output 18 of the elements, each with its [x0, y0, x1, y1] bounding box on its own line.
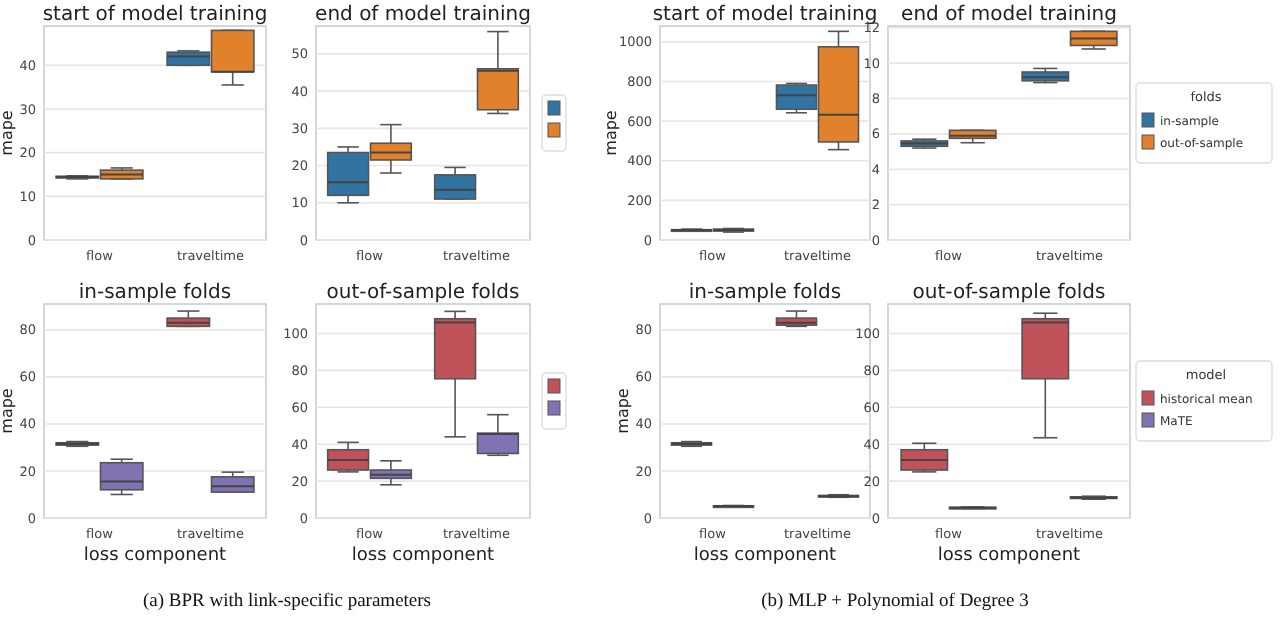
chart-title: start of model training: [652, 4, 878, 26]
chart-title: end of model training: [901, 4, 1117, 26]
y-axis-title: mape: [0, 110, 16, 156]
chart-title: end of model training: [315, 4, 531, 26]
y-axis-title: mape: [0, 388, 16, 434]
x-axis-title: loss component: [937, 546, 1082, 566]
chart-title: in-sample folds: [78, 282, 232, 304]
y-axis-title: mape: [602, 110, 620, 156]
chart-title: out-of-sample folds: [326, 282, 520, 304]
chart-title: start of model training: [42, 4, 268, 26]
text: (b) MLP + Polynomial of Degree 3: [761, 592, 1030, 612]
chart-title: in-sample folds: [688, 282, 842, 304]
text: (a) BPR with link-specific parameters: [142, 592, 432, 612]
y-axis-title: mape: [614, 388, 632, 434]
chart-title: out-of-sample folds: [912, 282, 1106, 304]
x-axis-title: loss component: [693, 546, 838, 566]
x-axis-title: loss component: [83, 546, 228, 566]
x-axis-title: loss component: [351, 546, 496, 566]
